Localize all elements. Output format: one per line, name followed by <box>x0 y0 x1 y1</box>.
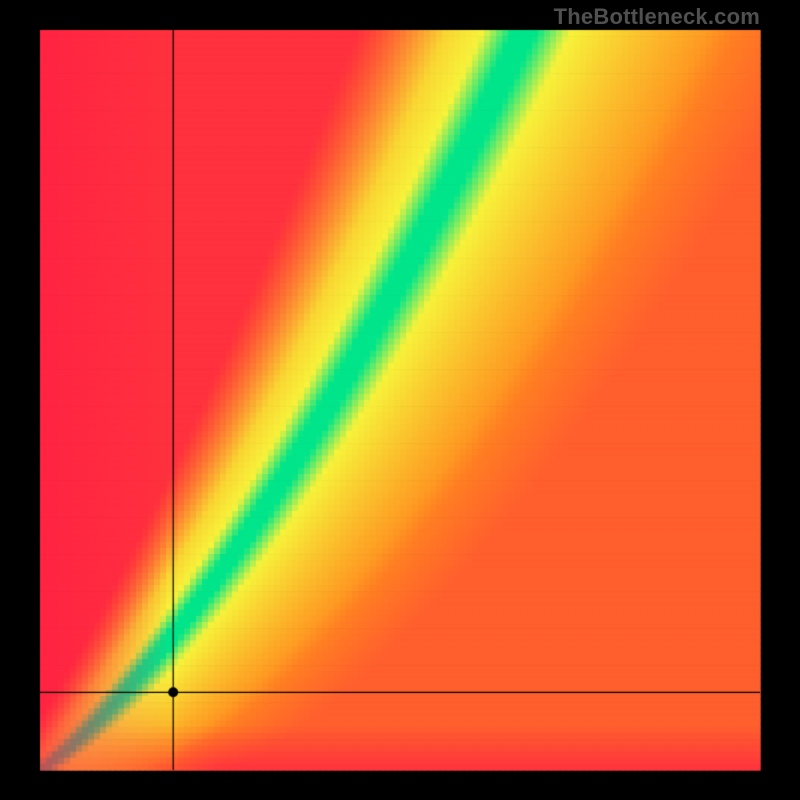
watermark-text: TheBottleneck.com <box>554 4 760 30</box>
bottleneck-heatmap <box>0 0 800 800</box>
